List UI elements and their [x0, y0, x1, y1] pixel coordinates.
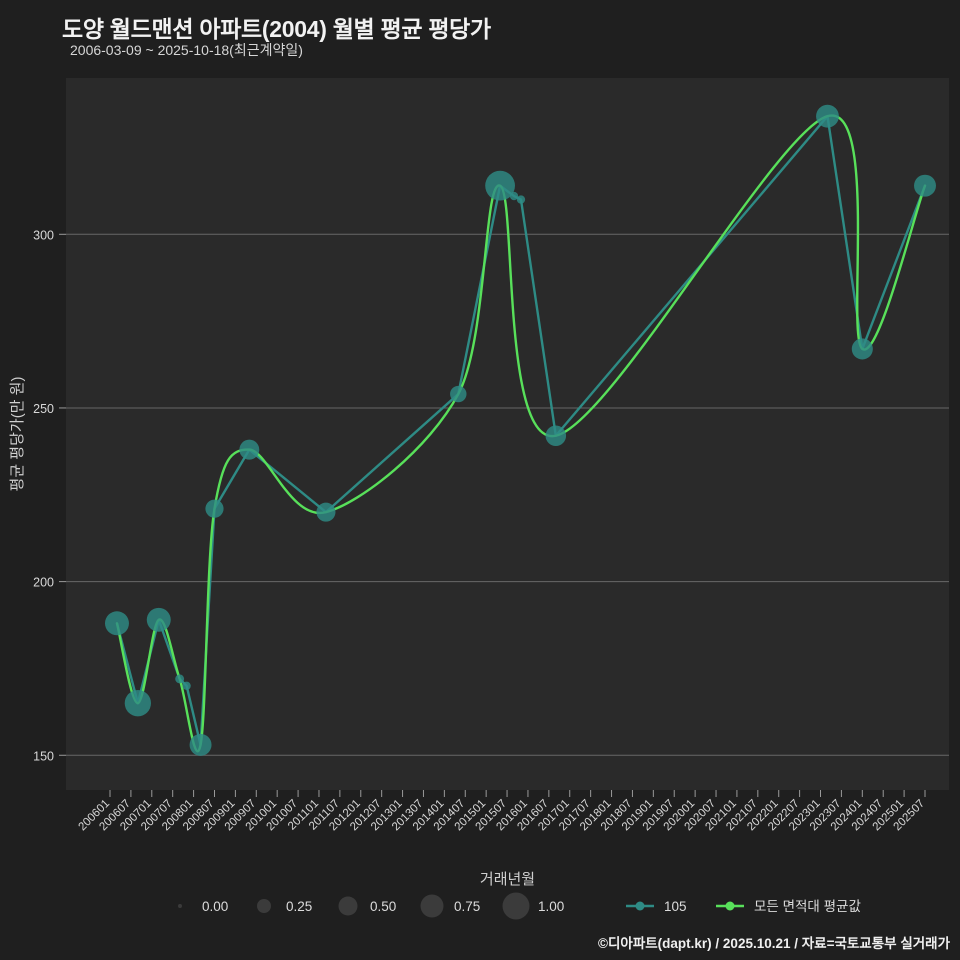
legend-size-marker	[257, 899, 271, 913]
page-title: 도양 월드맨션 아파트(2004) 월별 평균 평당가	[62, 16, 491, 42]
data-point-bubble[interactable]	[914, 174, 936, 197]
legend-size-label: 0.50	[370, 899, 396, 914]
y-axis-label: 평균 평당가(만 원)	[9, 377, 26, 492]
y-tick-label: 250	[33, 402, 54, 416]
footer-credit: ©디아파트(dapt.kr) / 2025.10.21 / 자료=국토교통부 실…	[598, 936, 950, 951]
data-point-bubble[interactable]	[545, 425, 567, 446]
legend-size-marker	[502, 892, 530, 920]
chart-legend: 0.00 0.25 0.50 0.75 1.00 105 모든 면적대 평균값	[178, 892, 861, 920]
data-point-bubble[interactable]	[851, 338, 873, 360]
y-tick-label: 300	[33, 228, 54, 242]
data-point-bubble[interactable]	[175, 674, 185, 684]
legend-series-label[interactable]: 105	[664, 899, 687, 914]
data-point-bubble[interactable]	[104, 611, 129, 636]
legend-size-label: 0.75	[454, 899, 480, 914]
x-axis-label: 거래년월	[480, 871, 535, 888]
y-tick-label: 200	[33, 576, 54, 590]
y-tick-label: 150	[33, 749, 54, 763]
legend-size-marker	[178, 904, 182, 908]
data-point-bubble[interactable]	[316, 502, 336, 522]
legend-series-marker	[725, 901, 735, 911]
data-point-bubble[interactable]	[450, 385, 467, 403]
data-point-bubble[interactable]	[516, 195, 526, 204]
data-point-bubble[interactable]	[816, 104, 839, 128]
chart-subtitle: 2006-03-09 ~ 2025-10-18(최근계약일)	[70, 42, 303, 58]
legend-size-label: 0.00	[202, 899, 228, 914]
data-point-bubble[interactable]	[485, 170, 515, 201]
data-point-bubble[interactable]	[205, 499, 224, 518]
y-axis-ticks: 150 200 250 300	[33, 228, 66, 763]
data-series-layer	[104, 104, 936, 756]
data-point-bubble[interactable]	[146, 607, 171, 632]
legend-size-marker	[338, 896, 358, 916]
data-point-bubble[interactable]	[182, 681, 191, 690]
legend-size-marker	[420, 894, 444, 918]
legend-series-marker	[635, 901, 645, 911]
legend-size-label: 0.25	[286, 899, 312, 914]
legend-series-label[interactable]: 모든 면적대 평균값	[754, 899, 861, 914]
x-axis-ticks: 2006012006072007012007072008012008072009…	[77, 790, 927, 833]
legend-size-label: 1.00	[538, 899, 564, 914]
data-point-bubble[interactable]	[189, 733, 212, 756]
data-point-bubble[interactable]	[509, 191, 519, 201]
data-point-bubble[interactable]	[239, 439, 260, 460]
data-point-bubble[interactable]	[124, 690, 152, 717]
